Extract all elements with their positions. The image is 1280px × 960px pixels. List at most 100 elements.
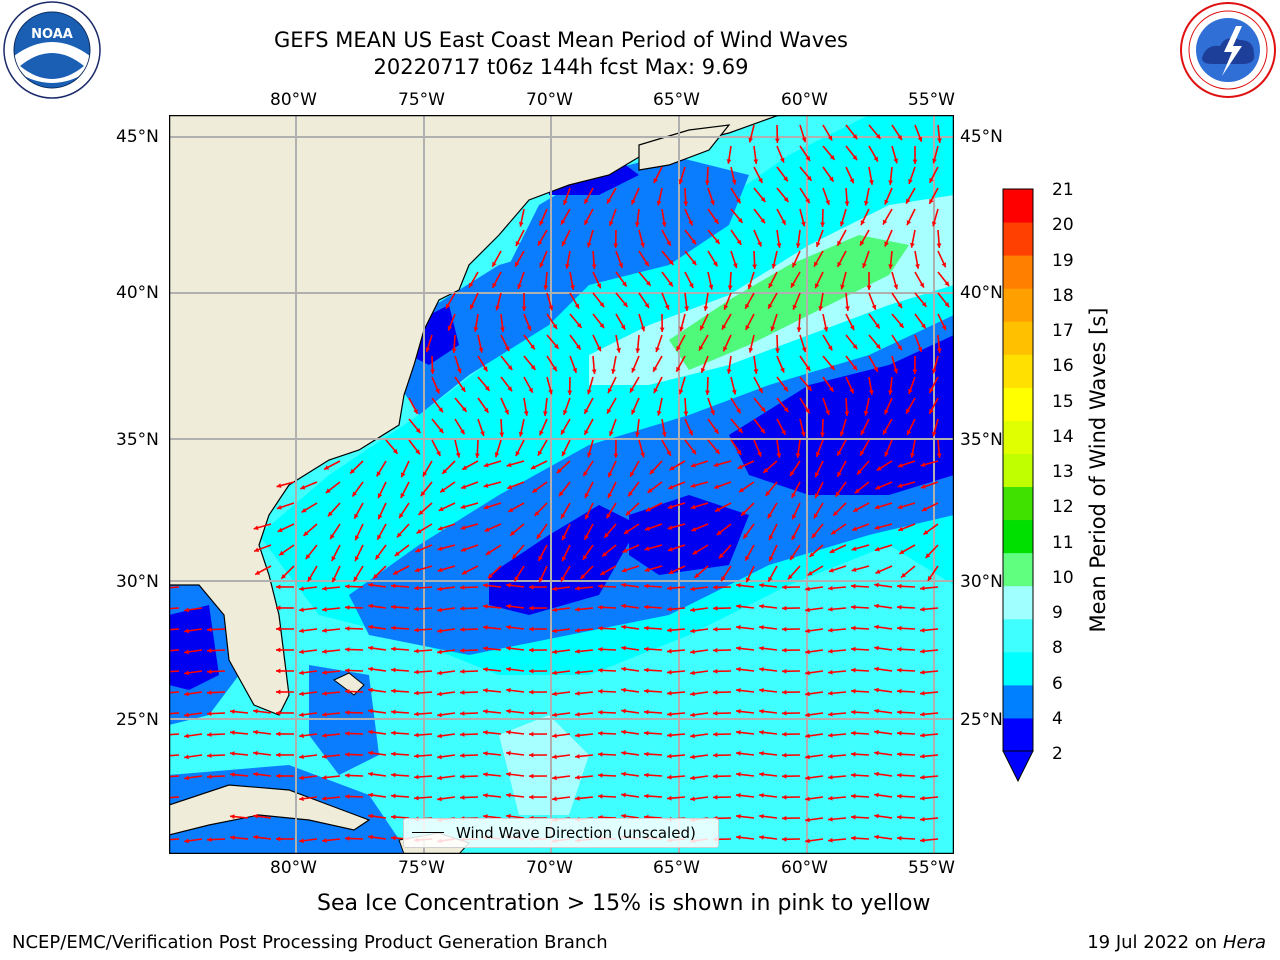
left-lat-label: 25°N <box>116 710 159 730</box>
colorbar-bin <box>1003 288 1033 322</box>
wind-arrow-head <box>656 200 662 206</box>
wind-arrow-head <box>805 628 810 634</box>
wind-arrow-head <box>668 484 674 490</box>
wind-arrow-head <box>483 688 488 693</box>
wind-arrow-head <box>713 462 719 467</box>
wind-arrow-head <box>529 647 534 653</box>
wind-arrow-head <box>368 792 373 798</box>
wind-arrow-head <box>690 754 695 760</box>
wind-arrow-head <box>661 222 667 227</box>
wind-arrow-head <box>644 261 649 267</box>
map-panel <box>168 114 955 855</box>
wind-arrow-head <box>580 574 586 579</box>
wind-arrow-head <box>254 547 260 552</box>
wind-arrow-head <box>705 390 710 395</box>
wind-arrow-head <box>575 774 580 780</box>
wind-arrow-head <box>492 261 497 267</box>
wind-arrow-head <box>853 507 859 512</box>
wind-arrow-head <box>391 814 396 820</box>
wind-arrow-head <box>691 239 696 245</box>
wind-arrow-head <box>704 180 710 185</box>
wind-arrow-head <box>451 348 457 353</box>
wind-arrow-head <box>718 553 724 559</box>
wind-arrow-head <box>561 219 566 225</box>
wind-arrow-head <box>782 731 787 737</box>
wind-arrow-head <box>752 264 757 269</box>
wind-arrow-head <box>631 199 636 205</box>
wind-arrow-head <box>941 262 946 268</box>
wind-arrow-head <box>897 345 902 351</box>
wind-arrow-head <box>736 835 741 840</box>
wind-arrow-head <box>575 606 580 612</box>
wind-arrow-head <box>736 646 741 651</box>
wind-arrow-head <box>912 369 918 374</box>
wind-arrow-head <box>391 751 396 757</box>
wind-arrow-head <box>543 411 548 416</box>
wind-arrow-head <box>736 709 741 714</box>
wind-arrow-head <box>713 428 719 434</box>
wind-arrow-head <box>609 430 614 436</box>
wind-arrow-head <box>792 262 797 268</box>
wind-arrow-head <box>618 262 623 268</box>
wind-arrow-head <box>392 448 398 454</box>
wind-arrow-head <box>737 427 743 433</box>
wind-arrow-head <box>667 753 672 759</box>
wind-arrow-head <box>184 607 189 613</box>
wind-arrow-head <box>759 835 764 840</box>
wind-arrow-head <box>791 535 796 541</box>
wind-arrow-head <box>368 603 373 609</box>
wind-arrow-head <box>726 159 732 164</box>
wind-arrow-head <box>420 491 426 497</box>
wind-arrow-head <box>736 667 741 672</box>
wind-arrow-head <box>230 772 235 778</box>
wind-arrow-head <box>460 795 465 800</box>
wind-arrow-head <box>570 284 575 290</box>
top-lon-label: 75°W <box>398 90 445 110</box>
wind-arrow-head <box>727 285 733 290</box>
wind-arrow-head <box>736 449 742 455</box>
wind-arrow-head <box>322 796 327 801</box>
wind-arrow-head <box>736 814 741 819</box>
wind-arrow-head <box>863 410 869 416</box>
wind-arrow-head <box>875 323 880 329</box>
wind-arrow-head <box>552 628 557 634</box>
wind-arrow-head <box>828 711 833 717</box>
wind-arrow-head <box>782 794 787 800</box>
wind-arrow-head <box>805 649 810 655</box>
left-lat-label: 40°N <box>116 283 159 303</box>
wind-arrow-head <box>690 775 695 781</box>
wind-arrow-head <box>414 795 419 801</box>
wind-arrow-head <box>897 751 902 757</box>
wind-arrow-head <box>860 450 865 456</box>
wind-arrow-head <box>898 322 904 328</box>
wind-arrow-head <box>851 835 856 841</box>
wind-arrow-head <box>483 462 489 468</box>
wind-arrow-head <box>676 345 681 351</box>
wind-arrow-head <box>689 283 694 289</box>
wind-arrow-head <box>851 793 856 799</box>
wind-arrow-head <box>897 667 902 673</box>
wind-arrow-head <box>906 408 911 414</box>
colorbar-tick-label: 17 <box>1052 321 1074 341</box>
wind-arrow-head <box>353 576 359 582</box>
wind-arrow-head <box>884 409 889 415</box>
wind-arrow-head <box>828 816 833 822</box>
wind-arrow-head <box>745 324 750 330</box>
colorbar-tick-label: 12 <box>1052 497 1074 518</box>
wind-arrow-head <box>391 709 396 715</box>
wind-arrow-head <box>713 605 718 611</box>
wind-arrow-head <box>840 284 845 290</box>
wind-arrow-head <box>715 507 721 512</box>
wind-arrow-head <box>322 691 327 696</box>
colorbar-tick-label: 10 <box>1052 567 1074 588</box>
wind-arrow-head <box>399 513 404 519</box>
colorbar-tick-label: 21 <box>1052 180 1074 200</box>
wind-arrow-head <box>584 534 589 540</box>
wind-arrow-head <box>207 711 212 717</box>
wind-arrow-head <box>322 838 327 843</box>
wind-arrow-head <box>908 388 913 394</box>
wind-arrow-head <box>299 775 304 781</box>
colorbar-tick-label: 16 <box>1052 356 1074 377</box>
wind-arrow-head <box>829 154 835 160</box>
wind-arrow-head <box>253 729 258 735</box>
